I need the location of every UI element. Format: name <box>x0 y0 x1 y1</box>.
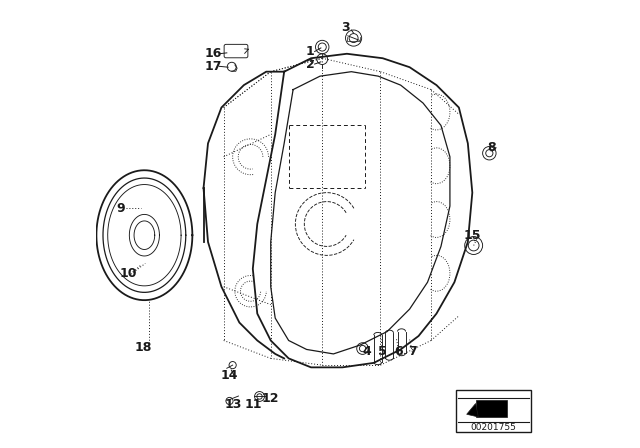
Bar <box>456 390 531 432</box>
Text: 15: 15 <box>463 228 481 242</box>
Text: 18: 18 <box>134 340 152 354</box>
Text: 8: 8 <box>487 141 495 155</box>
Text: 10: 10 <box>120 267 137 280</box>
FancyBboxPatch shape <box>224 44 248 58</box>
Text: 17: 17 <box>205 60 222 73</box>
Text: 3: 3 <box>342 21 350 34</box>
Text: 11: 11 <box>245 398 262 411</box>
Text: 5: 5 <box>378 345 387 358</box>
Text: 2: 2 <box>306 57 314 71</box>
Text: 9: 9 <box>116 202 125 215</box>
Text: 1: 1 <box>306 45 314 58</box>
Text: 14: 14 <box>220 369 238 382</box>
Text: 7: 7 <box>408 345 417 358</box>
Text: 4: 4 <box>363 345 371 358</box>
Polygon shape <box>476 400 507 417</box>
Polygon shape <box>467 404 478 417</box>
Text: 6: 6 <box>394 345 403 358</box>
Text: 13: 13 <box>225 398 242 411</box>
Text: 12: 12 <box>261 392 278 405</box>
Text: 16: 16 <box>205 47 222 60</box>
Text: 00201755: 00201755 <box>470 423 516 432</box>
